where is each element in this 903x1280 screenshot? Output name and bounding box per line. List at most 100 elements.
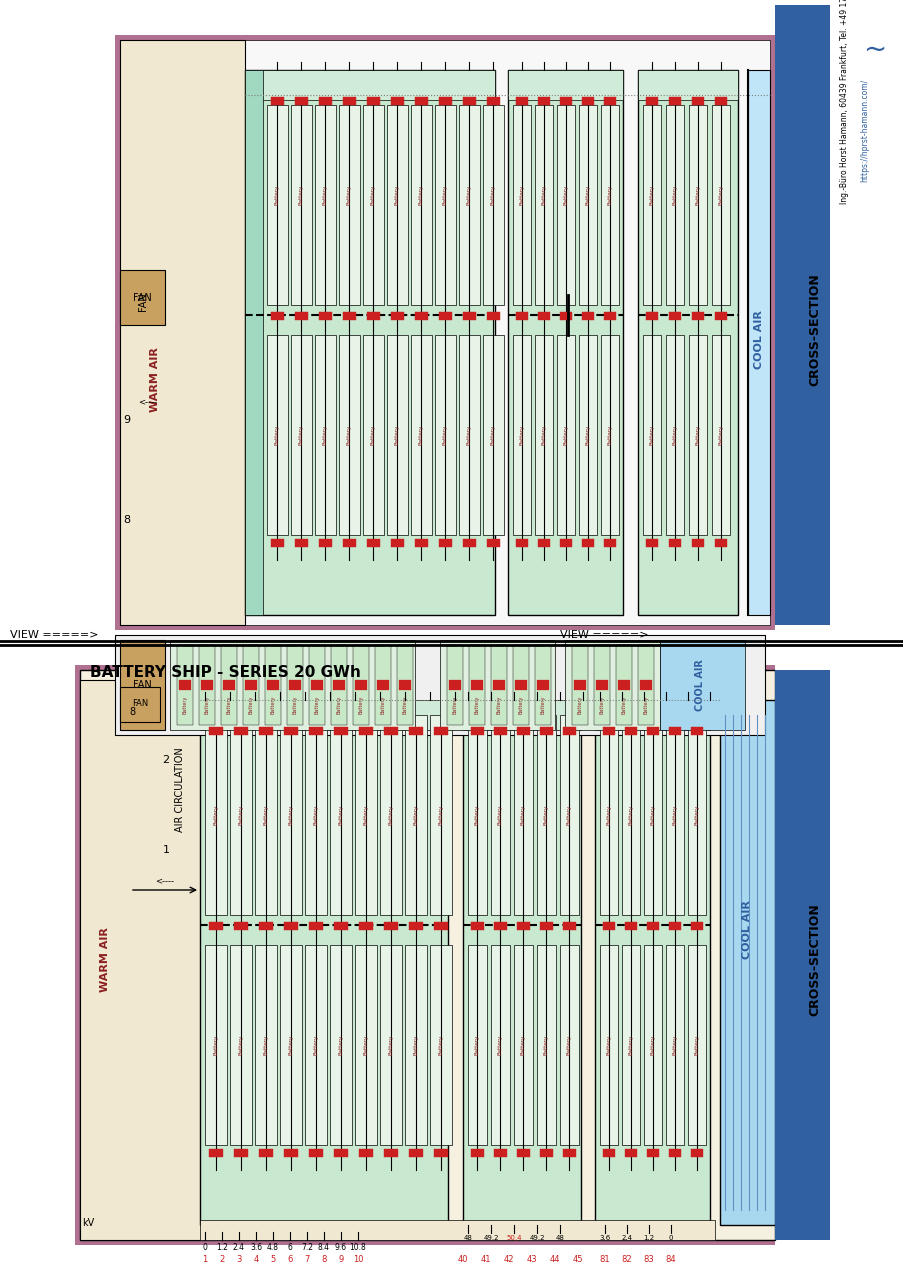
Bar <box>170 640 414 730</box>
Bar <box>624 727 637 735</box>
Text: 1: 1 <box>202 1254 208 1263</box>
Bar <box>688 105 706 305</box>
Bar <box>482 335 504 535</box>
Text: 4.8: 4.8 <box>266 1243 279 1252</box>
Bar <box>603 97 615 105</box>
Text: Battery: Battery <box>650 1034 655 1055</box>
Bar <box>582 312 593 320</box>
Bar <box>462 312 476 320</box>
Text: Battery: Battery <box>358 696 363 714</box>
Text: Battery: Battery <box>395 425 399 445</box>
Text: Battery: Battery <box>338 805 343 826</box>
Bar <box>639 680 651 690</box>
Bar <box>433 727 448 735</box>
Text: Battery: Battery <box>606 805 610 826</box>
Text: Ing.-Büro Horst Hamann, 60439 Frankfurt, Tel. +49 173 3420887: Ing.-Büro Horst Hamann, 60439 Frankfurt,… <box>840 0 849 204</box>
Bar <box>459 105 479 305</box>
Text: VIEW =====>: VIEW =====> <box>559 630 647 640</box>
Bar <box>223 680 235 690</box>
Bar <box>330 945 351 1146</box>
Bar <box>774 669 829 1240</box>
Bar <box>507 70 622 614</box>
Bar <box>209 1149 223 1157</box>
Bar <box>559 945 578 1146</box>
Bar <box>439 312 452 320</box>
Bar <box>572 645 587 724</box>
Bar <box>266 335 288 535</box>
Bar <box>229 716 252 915</box>
Text: 8.4: 8.4 <box>318 1243 330 1252</box>
Text: 5: 5 <box>270 1254 275 1263</box>
Bar <box>391 312 404 320</box>
Bar <box>646 539 657 547</box>
Bar <box>200 700 448 1225</box>
Bar <box>594 700 709 730</box>
Bar <box>563 922 575 931</box>
Bar <box>284 1149 298 1157</box>
Bar <box>714 312 726 320</box>
Text: Battery: Battery <box>607 425 612 445</box>
Text: 1.2: 1.2 <box>643 1235 654 1242</box>
Bar <box>535 105 553 305</box>
Bar <box>200 680 213 690</box>
Bar <box>517 922 529 931</box>
Bar <box>512 105 530 305</box>
Bar <box>314 105 336 305</box>
Bar <box>179 680 191 690</box>
Bar <box>414 312 427 320</box>
Text: Battery: Battery <box>380 696 385 714</box>
Bar <box>668 922 680 931</box>
Bar <box>234 922 247 931</box>
Bar <box>405 716 426 915</box>
Text: Battery: Battery <box>628 805 633 826</box>
Text: Battery: Battery <box>299 425 303 445</box>
Bar <box>342 97 356 105</box>
Bar <box>646 97 657 105</box>
Text: Battery: Battery <box>585 184 590 205</box>
Text: 10: 10 <box>352 1254 363 1263</box>
Bar <box>470 680 482 690</box>
Bar <box>205 716 227 915</box>
Bar <box>618 680 629 690</box>
Bar <box>559 539 572 547</box>
Text: 41: 41 <box>480 1254 490 1263</box>
Text: Battery: Battery <box>370 425 376 445</box>
Bar <box>439 97 452 105</box>
Bar <box>271 539 284 547</box>
Bar <box>286 645 303 724</box>
Bar <box>271 312 284 320</box>
Bar <box>430 716 452 915</box>
Bar <box>391 97 404 105</box>
Bar <box>311 680 322 690</box>
Bar <box>593 645 610 724</box>
Bar <box>243 645 259 724</box>
Bar <box>621 945 639 1146</box>
Bar <box>234 727 247 735</box>
Text: Battery: Battery <box>363 1034 368 1055</box>
Bar <box>209 922 223 931</box>
Text: Battery: Battery <box>566 1034 572 1055</box>
Bar <box>582 97 593 105</box>
Bar <box>582 539 593 547</box>
Bar <box>358 922 373 931</box>
Text: Battery: Battery <box>288 805 293 826</box>
Bar <box>265 645 281 724</box>
Bar <box>470 922 483 931</box>
Bar <box>600 716 618 915</box>
Bar <box>559 716 578 915</box>
Text: Battery: Battery <box>585 425 590 445</box>
Text: Battery: Battery <box>520 1034 526 1055</box>
Text: kV: kV <box>82 1219 94 1228</box>
Bar <box>245 70 495 614</box>
Bar <box>245 70 495 100</box>
Bar <box>666 105 684 305</box>
Text: https://hprst-hamann.com/: https://hprst-hamann.com/ <box>860 78 869 182</box>
Text: 7: 7 <box>304 1254 310 1263</box>
Bar <box>595 680 608 690</box>
Text: 2: 2 <box>219 1254 224 1263</box>
Bar <box>602 1149 614 1157</box>
Bar <box>430 945 452 1146</box>
Bar <box>434 105 455 305</box>
Text: 3.6: 3.6 <box>249 1243 262 1252</box>
Bar <box>234 1149 247 1157</box>
